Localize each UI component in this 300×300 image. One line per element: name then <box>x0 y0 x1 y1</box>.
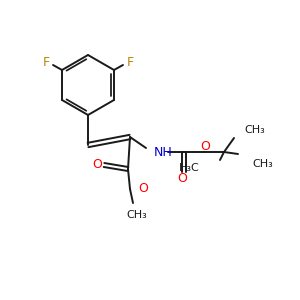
Text: CH₃: CH₃ <box>244 125 265 135</box>
Text: CH₃: CH₃ <box>127 210 147 220</box>
Text: O: O <box>200 140 210 152</box>
Text: F: F <box>43 56 50 70</box>
Text: O: O <box>138 182 148 196</box>
Text: F: F <box>126 56 134 70</box>
Text: O: O <box>177 172 187 185</box>
Text: NH: NH <box>154 146 173 158</box>
Text: H₃C: H₃C <box>179 163 200 173</box>
Text: O: O <box>92 158 102 170</box>
Text: CH₃: CH₃ <box>252 159 273 169</box>
